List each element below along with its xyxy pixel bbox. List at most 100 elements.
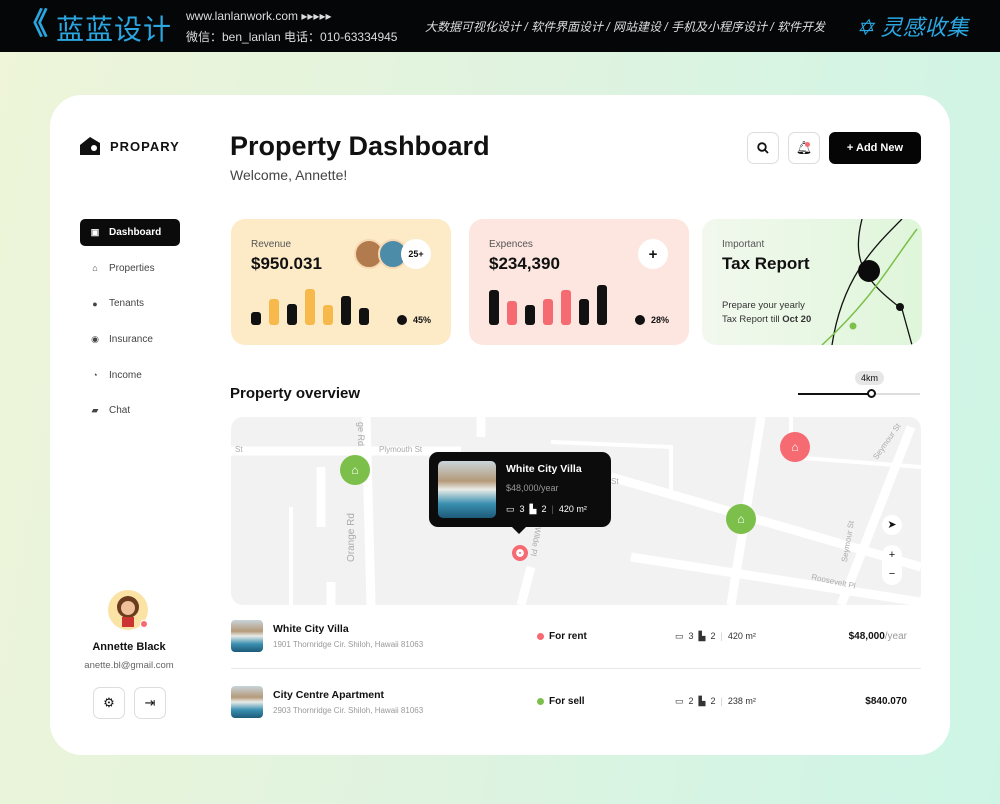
welcome-text: Welcome, Annette! [230, 167, 348, 183]
listing-status: For sell [537, 696, 675, 707]
expenses-card[interactable]: Expences $234,390 + 28% [469, 219, 689, 345]
tax-title: Tax Report [722, 254, 810, 273]
revenue-card[interactable]: Revenue $950.031 25+ 45% [231, 219, 451, 345]
listing-price: $840.070 [845, 696, 921, 707]
selected-location-pin[interactable] [512, 545, 528, 561]
banner-contact: 微信：ben_lanlan 电话：010-63334945 [186, 30, 398, 44]
banner-brand: 蓝蓝设计 [56, 14, 173, 45]
bar [561, 289, 571, 325]
listing-features: ▭ 2 ▙ 2 | 238 m² [675, 696, 756, 706]
app-name: PROPARY [110, 138, 180, 154]
map-pin-red[interactable]: ⌂ [780, 432, 810, 462]
property-map[interactable]: St Plymouth St ge Rd Orange Rd Wilde Pl … [231, 417, 921, 605]
listing-address: 1901 Thornridge Cir. Shiloh, Hawaii 8106… [273, 640, 424, 649]
notifications-button[interactable]: 🔔︎ [788, 132, 820, 164]
bar [543, 299, 553, 325]
lanlan-logo-icon: 《 [18, 8, 48, 41]
status-text: For sell [549, 696, 585, 707]
street-label: St [235, 445, 243, 454]
listing-beds: 3 [688, 630, 694, 641]
listing-baths: 2 [710, 696, 716, 706]
sidebar-item-properties[interactable]: ⌂ Properties [80, 255, 180, 282]
briefcase-icon: ▣ [90, 227, 100, 237]
bed-icon: ▭ [675, 696, 684, 706]
bar [305, 289, 315, 325]
bar [489, 289, 499, 325]
search-icon [757, 142, 769, 154]
app-logo[interactable]: PROPARY [80, 137, 180, 155]
bath-icon: ▙ [698, 696, 706, 706]
banner-collect-text: 灵感收集 [880, 15, 969, 40]
avatars-more[interactable]: 25+ [401, 239, 431, 269]
banner-site[interactable]: www.lanlanwork.com ▸▸▸▸▸ [186, 9, 332, 23]
zoom-controls: + − [882, 545, 902, 585]
sidebar-item-dashboard[interactable]: ▣ Dashboard [80, 219, 180, 246]
distance-value: 4km [855, 371, 885, 385]
status-dot [140, 620, 148, 628]
expenses-percent: 28% [634, 315, 669, 325]
add-new-button[interactable]: + Add New [829, 132, 921, 164]
bar [287, 304, 297, 325]
revenue-bars [251, 289, 369, 325]
expenses-bars [489, 285, 607, 325]
bell-icon: 🔔︎ [795, 140, 813, 155]
revenue-value: $950.031 [251, 254, 322, 273]
tax-description: Prepare your yearly Tax Report till Oct … [722, 299, 811, 327]
price-unit: /year [884, 630, 907, 642]
chat-icon: ▰ [91, 405, 99, 416]
user-avatar-icon [117, 596, 139, 627]
bar [579, 298, 589, 325]
person-icon: ● [92, 298, 98, 309]
sidebar-item-insurance[interactable]: ◉ Insurance [80, 326, 180, 353]
notification-dot [805, 142, 810, 147]
chart-icon [634, 315, 645, 325]
listing-baths: 2 [710, 630, 716, 641]
sidebar-item-tenants[interactable]: ● Tenants [80, 290, 180, 317]
slider-handle[interactable] [867, 389, 877, 398]
settings-button[interactable]: ⚙ [93, 687, 125, 719]
distance-slider[interactable]: 4km [798, 371, 920, 401]
tax-report-card[interactable]: Important Tax Report Prepare your yearly… [702, 219, 922, 345]
sidebar-item-chat[interactable]: ▰ Chat [80, 397, 180, 424]
bar [251, 312, 261, 325]
home-icon: ⌂ [92, 263, 98, 274]
zoom-out-button[interactable]: − [888, 568, 896, 580]
dashboard-window: PROPARY ▣ Dashboard ⌂ Properties ● Tenants ◉ In… [50, 95, 950, 755]
map-pin-green[interactable]: ⌂ [726, 504, 756, 534]
bar [359, 307, 369, 325]
map-pin-green[interactable]: ⌂ [340, 455, 370, 485]
sidebar-item-income[interactable]: ◔ Income [80, 362, 180, 389]
property-thumbnail [231, 620, 263, 652]
property-thumbnail [438, 461, 496, 518]
tax-desc-line2: Tax Report till [722, 314, 780, 325]
propary-logo-icon [80, 137, 100, 155]
tax-decoration-icon [821, 219, 918, 345]
listing-area: 238 m² [727, 696, 756, 706]
logout-button[interactable]: ⇥ [134, 687, 166, 719]
listing-row[interactable]: White City Villa 1901 Thornridge Cir. Shi… [231, 604, 921, 669]
revenue-label: Revenue [251, 239, 292, 250]
tax-desc-line1: Prepare your yearly [722, 300, 805, 311]
listing-name: City Centre Apartment [273, 688, 385, 701]
street-label: Plymouth St [379, 445, 423, 454]
street-label: ge Rd [356, 421, 367, 447]
bar [525, 305, 535, 325]
add-expense-button[interactable]: + [638, 239, 668, 269]
revenue-percent: 45% [396, 315, 431, 325]
bar [323, 305, 333, 325]
bar [341, 296, 351, 325]
price-value: $48,000 [848, 630, 885, 642]
logout-icon: ⇥ [144, 695, 156, 710]
locate-button[interactable]: ➤ [882, 515, 902, 535]
bath-icon: ▙ [529, 504, 537, 514]
sidebar-item-label: Properties [109, 262, 155, 274]
tax-date: Oct 20 [782, 314, 812, 325]
listing-features: ▭ 3 ▙ 2 | 420 m² [675, 630, 756, 641]
street-label: Orange Rd [346, 513, 357, 562]
listing-row[interactable]: City Centre Apartment 2903 Thornridge Cir… [231, 669, 921, 734]
search-button[interactable] [747, 132, 779, 164]
zoom-in-button[interactable]: + [888, 549, 896, 561]
map-popup[interactable]: White City Villa $48,000/year ▭ 3 ▙ 2 | 420… [429, 452, 611, 534]
sidebar-item-label: Insurance [109, 334, 153, 346]
avatar[interactable] [108, 590, 148, 630]
